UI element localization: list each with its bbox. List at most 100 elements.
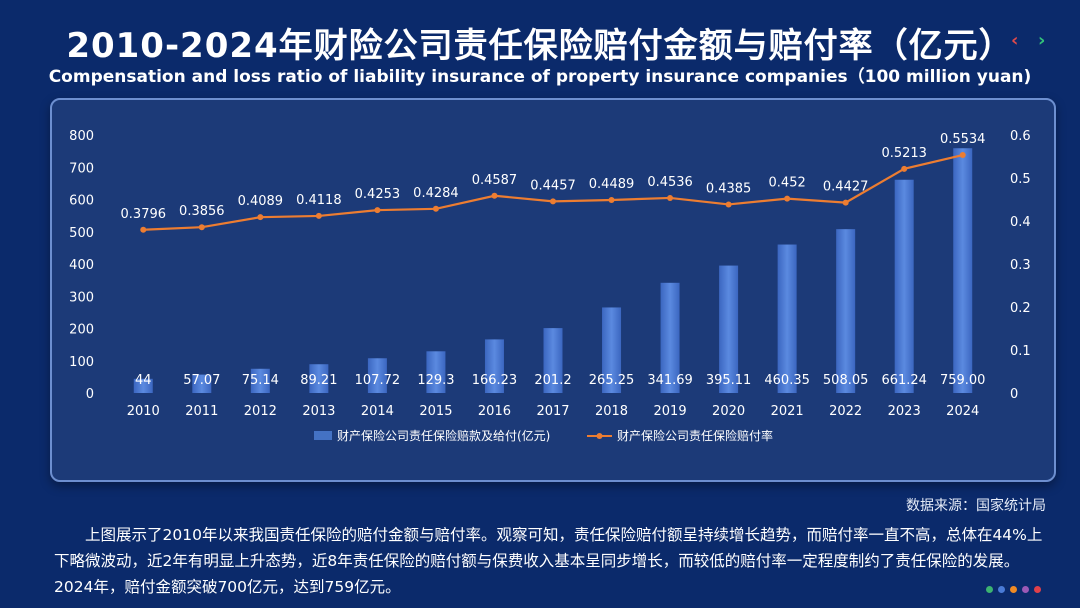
line-value-label: 0.3796 (121, 207, 167, 222)
bar-value-label: 265.25 (589, 373, 635, 388)
bar-value-label: 75.14 (242, 373, 279, 388)
bar (250, 368, 270, 393)
line-value-label: 0.4089 (238, 194, 283, 209)
line-value-label: 0.4587 (472, 173, 518, 188)
bar-value-label: 44 (135, 373, 152, 388)
bar-value-label: 759.00 (940, 373, 986, 388)
line-value-label: 0.5213 (881, 146, 927, 161)
x-tick-label: 2020 (712, 404, 745, 419)
bar-value-label: 395.11 (706, 373, 752, 388)
x-tick-label: 2012 (244, 404, 277, 419)
x-tick-label: 2022 (829, 404, 862, 419)
y-left-tick-label: 200 (69, 323, 94, 338)
decorative-dots (986, 578, 1046, 597)
combo-chart: 0 100 200 300 400 500 600 700 800 0 0.1 0.2 0.3 0.4 0.… (69, 129, 1031, 443)
bar-value-label: 89.21 (300, 373, 337, 388)
line-point (842, 199, 849, 206)
line-value-label: 0.4457 (530, 178, 576, 193)
line-point (608, 196, 615, 203)
next-page-arrow-icon[interactable]: › (1038, 30, 1046, 51)
y-right-tick-label: 0.5 (1010, 172, 1031, 187)
x-tick-label: 2016 (478, 404, 511, 419)
bar-value-label: 201.2 (534, 373, 571, 388)
bar-value-label: 508.05 (823, 373, 869, 388)
bar-value-label: 166.23 (472, 373, 518, 388)
line-point (315, 212, 322, 219)
line-value-label: 0.4489 (589, 177, 635, 192)
bar (836, 229, 856, 393)
bar (426, 351, 446, 393)
line-value-label: 0.4385 (706, 181, 752, 196)
y-left-tick-label: 100 (69, 355, 94, 370)
decor-dot (1022, 586, 1029, 593)
bar-value-label: 107.72 (355, 373, 401, 388)
line-value-label: 0.5534 (940, 132, 986, 147)
y-left-tick-label: 800 (69, 129, 94, 144)
legend-line-label: 财产保险公司责任保险赔付率 (617, 428, 773, 443)
decor-dot (1034, 586, 1041, 593)
bar (719, 265, 739, 393)
line-value-label: 0.4118 (296, 193, 342, 208)
bar (660, 282, 680, 393)
page-title: 2010-2024年财险公司责任保险赔付金额与赔付率（亿元） (66, 26, 1014, 66)
decor-dot (998, 586, 1005, 593)
line-value-label: 0.4427 (823, 180, 869, 195)
line-point (725, 201, 732, 208)
line-value-label: 0.3856 (179, 204, 225, 219)
line-point (257, 214, 264, 221)
x-tick-label: 2017 (536, 404, 569, 419)
legend-line-marker (596, 433, 603, 439)
bar-value-label: 460.35 (764, 373, 810, 388)
x-tick-label: 2021 (771, 404, 804, 419)
line-point (901, 165, 908, 172)
line-value-label: 0.452 (769, 176, 806, 191)
x-tick-label: 2015 (419, 404, 452, 419)
bar (777, 244, 797, 393)
y-left-tick-label: 700 (69, 161, 94, 176)
page-subtitle: Compensation and loss ratio of liability… (48, 67, 1032, 87)
line-point (374, 207, 381, 214)
data-source-note: 数据来源：国家统计局 (906, 498, 1046, 514)
bar (602, 307, 622, 393)
bar (484, 339, 504, 393)
bar-value-label: 661.24 (881, 373, 927, 388)
bar (367, 358, 387, 393)
previous-page-arrow-icon[interactable]: ‹ (1011, 30, 1019, 51)
y-right-tick-label: 0.6 (1010, 129, 1031, 144)
line-point (140, 226, 147, 233)
bar (192, 374, 212, 393)
line-point (667, 194, 674, 201)
legend-bar-swatch (314, 431, 332, 440)
x-tick-label: 2019 (654, 404, 687, 419)
x-tick-label: 2018 (595, 404, 628, 419)
x-tick-label: 2014 (361, 404, 394, 419)
y-right-tick-label: 0.2 (1010, 301, 1031, 316)
y-right-tick-label: 0.1 (1010, 344, 1031, 359)
decor-dot (1010, 586, 1017, 593)
bar-value-label: 57.07 (183, 373, 220, 388)
line-point (550, 198, 556, 205)
y-left-tick-label: 300 (69, 290, 94, 305)
y-left-tick-label: 500 (69, 226, 94, 241)
y-left-tick-label: 600 (69, 194, 94, 209)
x-tick-label: 2023 (888, 404, 921, 419)
line-point (784, 195, 791, 202)
bar-value-label: 129.3 (417, 373, 454, 388)
bar (543, 328, 563, 393)
legend-bar-label: 财产保险公司责任保险赔款及给付(亿元) (337, 428, 550, 443)
y-right-tick-label: 0 (1010, 387, 1018, 402)
chart-panel: 0 100 200 300 400 500 600 700 800 0 0.1 0.2 0.3 0.4 0.… (50, 98, 1056, 482)
x-tick-label: 2013 (302, 404, 335, 419)
y-left-tick-label: 0 (86, 387, 94, 402)
bar (309, 364, 329, 393)
line-value-label: 0.4253 (355, 187, 401, 202)
line-value-label: 0.4536 (647, 175, 693, 190)
line-point (959, 152, 966, 159)
decor-dot (986, 586, 993, 593)
y-left-tick-label: 400 (69, 258, 94, 273)
x-tick-label: 2011 (185, 404, 218, 419)
line-value-label: 0.4284 (413, 186, 459, 201)
bar (133, 378, 153, 393)
bar (953, 148, 973, 393)
x-tick-label: 2010 (127, 404, 160, 419)
